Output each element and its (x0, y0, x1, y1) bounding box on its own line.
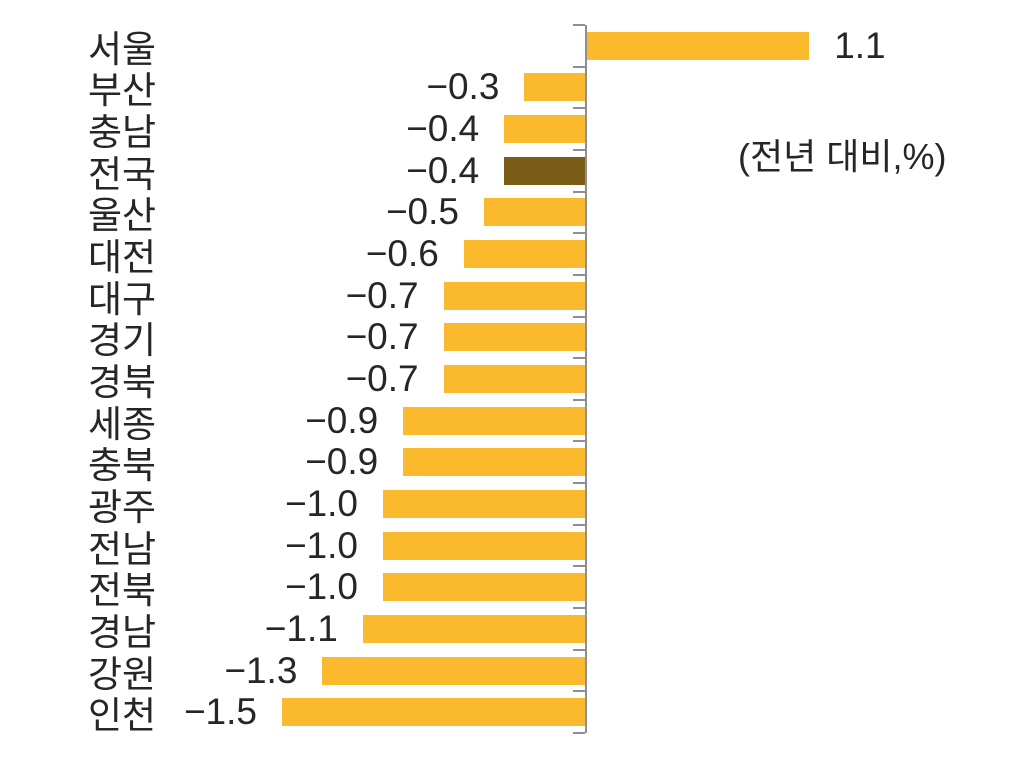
chart-row: 울산 −0.5 (0, 191, 1020, 236)
bar (443, 323, 585, 352)
bar (463, 240, 585, 269)
chart-row: 전남 −1.0 (0, 524, 1020, 570)
category-label: 경북 (88, 361, 157, 403)
bar (504, 156, 585, 185)
value-label: −0.3 (426, 66, 500, 108)
bar (362, 614, 585, 643)
bar (403, 406, 585, 435)
category-label: 충북 (88, 445, 157, 487)
value-label: −0.9 (305, 441, 379, 483)
value-label: 1.1 (834, 24, 886, 66)
bar (383, 573, 585, 602)
value-label: −0.4 (406, 149, 480, 191)
value-label: −0.6 (365, 233, 439, 275)
bar (524, 73, 585, 102)
axis-tick (573, 273, 585, 276)
axis-tick (573, 648, 585, 651)
chart-row: 서울 1.1 (0, 24, 1020, 70)
unit-label: (전년 대비,%) (738, 136, 947, 177)
value-label: −1.0 (284, 566, 358, 608)
value-label: −0.7 (345, 316, 419, 358)
chart-row: 광주 −1.0 (0, 482, 1020, 528)
bar (383, 531, 585, 560)
axis-tick (573, 107, 585, 110)
axis-tick (573, 232, 585, 235)
axis-tick (573, 440, 585, 443)
axis-tick (573, 148, 585, 151)
value-label: −1.0 (284, 524, 358, 566)
chart-row: 인천 −1.5 (0, 691, 1020, 736)
category-label: 세종 (88, 403, 157, 445)
axis-tick (573, 732, 585, 734)
chart-row: 세종 −0.9 (0, 399, 1020, 445)
axis-tick (573, 357, 585, 360)
category-label: 경기 (88, 320, 157, 362)
chart-row: 경기 −0.7 (0, 316, 1020, 361)
bar (383, 489, 585, 518)
value-label: −1.3 (224, 649, 298, 691)
bar (443, 364, 585, 393)
category-label: 경남 (88, 611, 157, 653)
value-label: −0.7 (345, 357, 419, 399)
value-label: −1.1 (264, 607, 338, 649)
axis-tick (573, 315, 585, 318)
category-label: 대전 (88, 237, 157, 279)
chart-row: 충남 −0.4 (0, 108, 1020, 153)
axis-tick (573, 190, 585, 193)
bar (443, 281, 585, 310)
value-label: −1.0 (284, 482, 358, 524)
category-label: 충남 (88, 112, 157, 154)
bar (322, 656, 585, 685)
chart-row: 전북 −1.0 (0, 566, 1020, 611)
chart-row: 전국 −0.4 (0, 149, 1020, 195)
chart-row: 강원 −1.3 (0, 649, 1020, 695)
axis-tick (573, 398, 585, 401)
axis-tick (573, 607, 585, 610)
chart-row: 충북 −0.9 (0, 441, 1020, 486)
bar (504, 115, 585, 144)
chart-row: 대전 −0.6 (0, 233, 1020, 278)
axis-tick (573, 65, 585, 68)
category-label: 전국 (88, 153, 157, 195)
chart-row: 대구 −0.7 (0, 274, 1020, 320)
category-label: 광주 (88, 486, 157, 528)
axis-tick (573, 690, 585, 693)
chart-row: 부산 −0.3 (0, 66, 1020, 111)
category-label: 부산 (88, 70, 157, 112)
chart-row: 경북 −0.7 (0, 357, 1020, 403)
value-label: −0.7 (345, 274, 419, 316)
category-label: 서울 (88, 28, 157, 70)
value-label: −0.5 (385, 191, 459, 233)
zero-axis-line (585, 25, 587, 733)
category-label: 대구 (88, 278, 157, 320)
category-label: 강원 (88, 653, 157, 695)
category-label: 전북 (88, 570, 157, 612)
chart-row: 경남 −1.1 (0, 607, 1020, 653)
axis-tick (573, 482, 585, 485)
bar (282, 698, 585, 727)
bar (403, 448, 585, 477)
axis-tick (573, 523, 585, 526)
category-label: 울산 (88, 195, 157, 237)
axis-tick (573, 565, 585, 568)
value-label: −0.9 (305, 399, 379, 441)
axis-tick (573, 24, 585, 26)
category-label: 전남 (88, 528, 157, 570)
bar (587, 31, 810, 60)
value-label: −1.5 (183, 691, 257, 733)
value-label: −0.4 (406, 108, 480, 150)
bar (484, 198, 585, 227)
category-label: 인천 (88, 695, 157, 737)
